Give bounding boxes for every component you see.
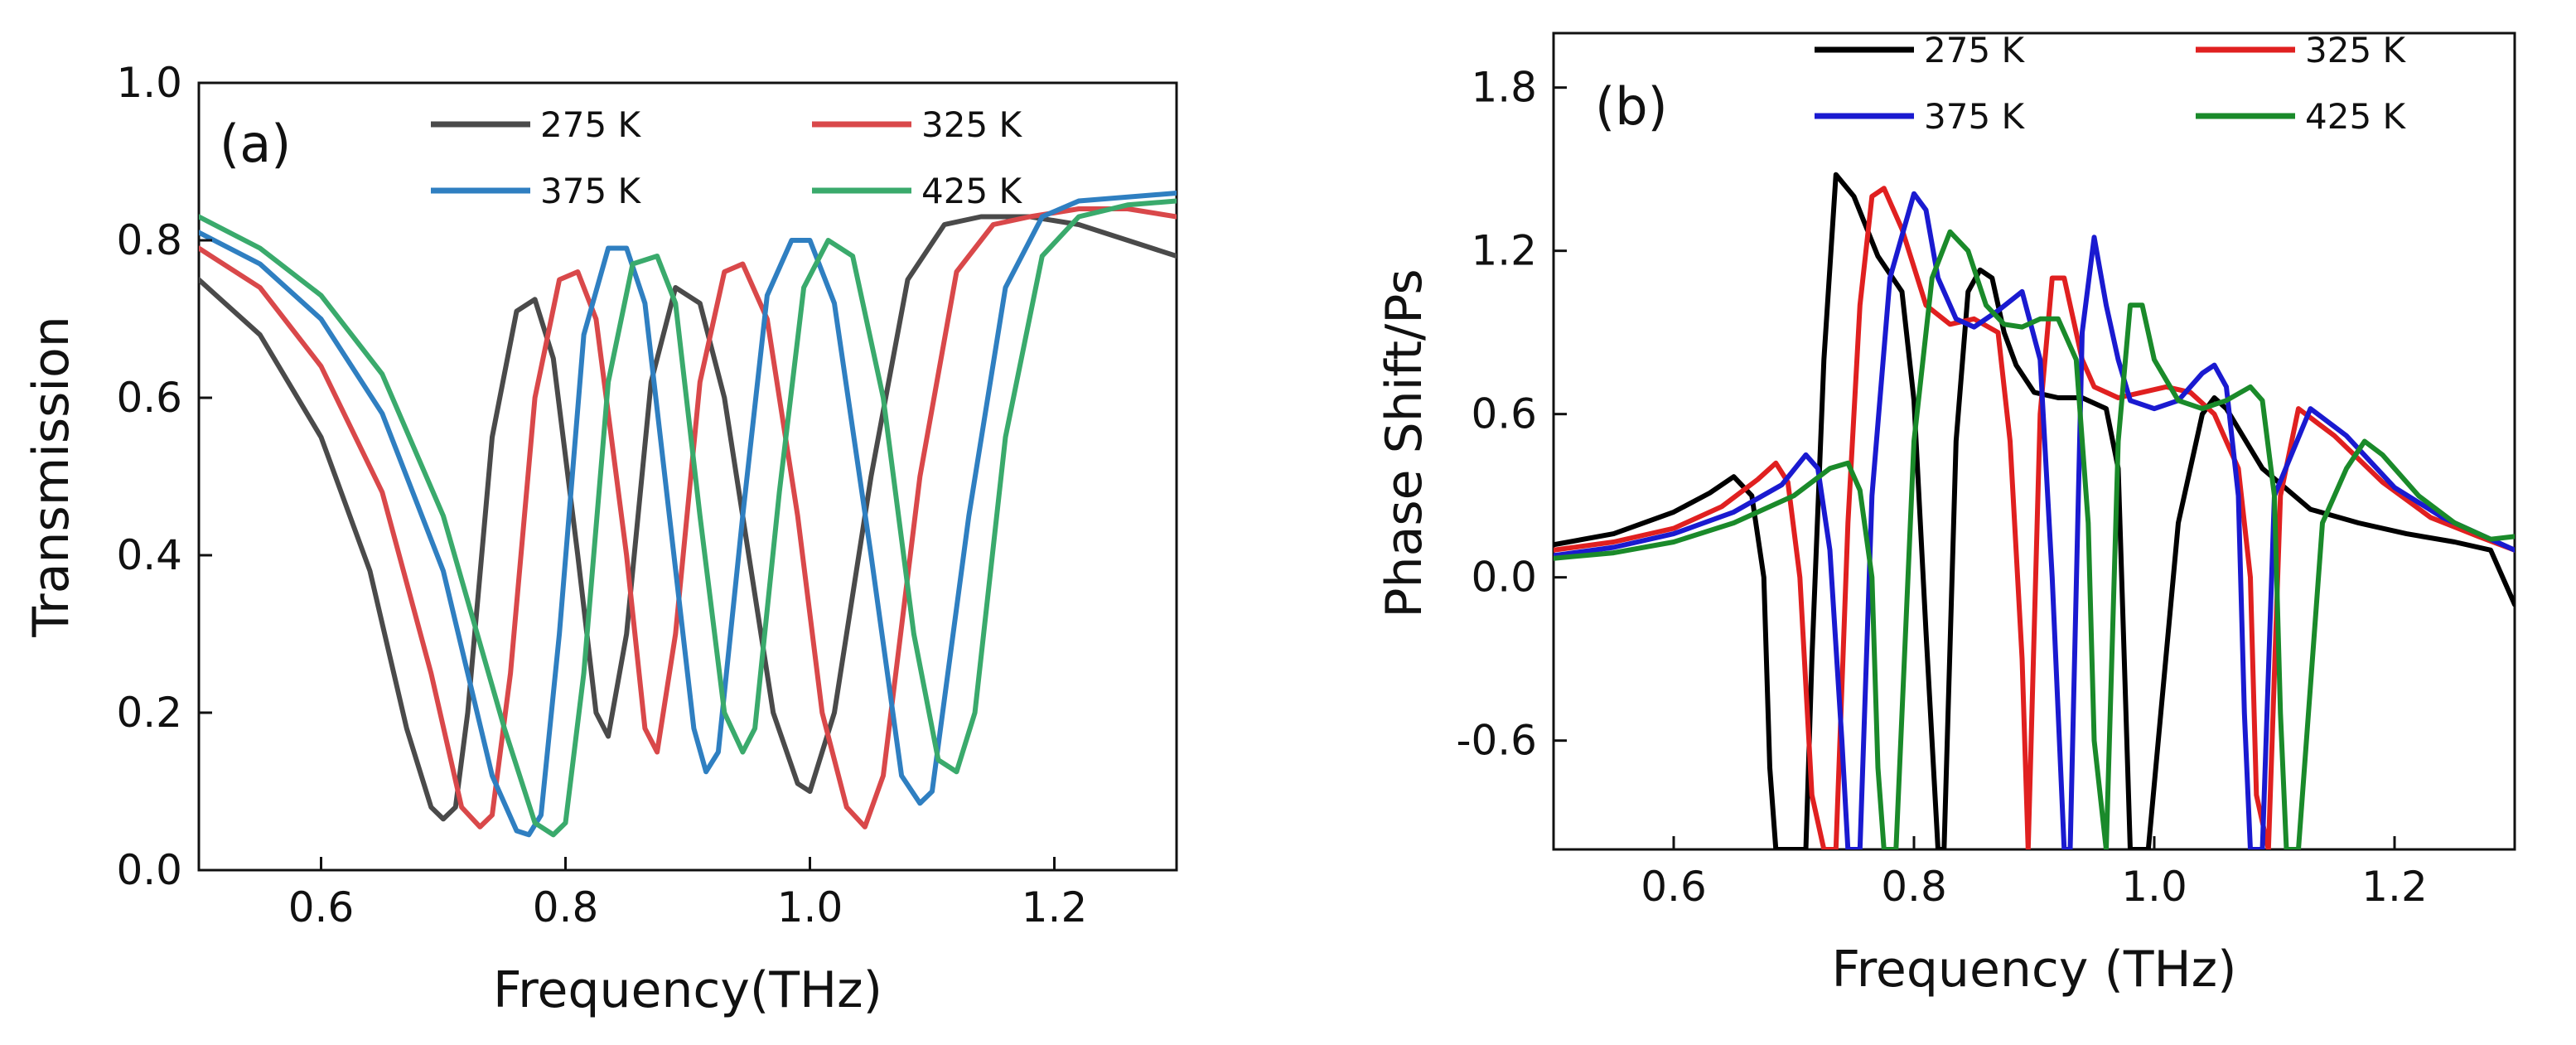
panel-a-x-tick-label: 1.0	[777, 883, 843, 931]
panel-b-y-tick-label: 0.6	[1471, 390, 1537, 438]
panel-a-y-axis-title: Transmission	[22, 316, 80, 638]
panel-b-y-tick-label: 1.8	[1471, 64, 1537, 112]
panel-a-series-425k	[199, 198, 1177, 838]
panel-a-y-tick-label: 0.0	[116, 846, 182, 894]
panel-b-y-axis-title: Phase Shift/Ps	[1375, 269, 1433, 617]
panel-a-x-tick-label: 0.8	[533, 883, 599, 931]
panel-b-x-tick-label: 1.2	[2361, 863, 2428, 911]
panel-a-y-tick-label: 0.4	[116, 531, 182, 579]
panel-a-legend: 275 K 325 K 375 K 425 K	[431, 104, 1023, 211]
panel-b-x-tick-label: 0.6	[1641, 863, 1707, 911]
panel-b-y-tick-label: -0.6	[1456, 717, 1537, 765]
panel-b-frame	[1552, 31, 2516, 851]
legend-label-375k: 375 K	[1924, 96, 2026, 137]
legend-label-425k: 425 K	[2305, 96, 2407, 137]
panel-a-series-275k	[199, 214, 1177, 822]
panel-b-series-425k	[1554, 229, 2515, 849]
legend-label-425k: 425 K	[921, 171, 1023, 211]
panel-b-phase-shift: 0.6 0.8 1.0 1.2 -0.6 0.0 0.6 1.2 1.8 (b) Frequen…	[1375, 30, 2516, 999]
panel-b-series-375k	[1554, 191, 2515, 849]
panel-b-x-axis-title: Frequency (THz)	[1831, 941, 2236, 999]
panel-b-x-tick-label: 1.0	[2121, 863, 2187, 911]
panel-a-y-tick-label: 0.6	[116, 374, 182, 422]
legend-label-275k: 275 K	[1924, 30, 2026, 70]
panel-a-y-tick-label: 0.2	[116, 689, 182, 737]
legend-label-375k: 375 K	[540, 171, 642, 211]
panel-a-x-axis-title: Frequency(THz)	[493, 961, 882, 1019]
panel-b-label: (b)	[1595, 76, 1668, 137]
panel-a-transmission: 0.6 0.8 1.0 1.2 0.0 0.2 0.4 0.6 0.8 1.0 (a) Frequ…	[22, 59, 1178, 1019]
panel-a-frame	[197, 81, 1178, 872]
panel-a-series-325k	[199, 206, 1177, 830]
panel-b-y-tick-label: 1.2	[1471, 227, 1537, 275]
panel-a-series-375k	[199, 191, 1177, 838]
panel-a-label: (a)	[220, 114, 291, 174]
panel-b-legend: 275 K 325 K 375 K 425 K	[1815, 30, 2407, 137]
panel-b-y-tick-label: 0.0	[1471, 554, 1537, 602]
legend-label-325k: 325 K	[2305, 30, 2407, 70]
panel-b-x-tick-label: 0.8	[1881, 863, 1947, 911]
panel-a-y-tick-label: 0.8	[116, 216, 182, 264]
legend-label-275k: 275 K	[540, 104, 642, 145]
panel-b-series-275k	[1554, 172, 2515, 849]
legend-label-325k: 325 K	[921, 104, 1023, 145]
panel-a-y-tick-label: 1.0	[116, 59, 182, 107]
panel-b-series-325k	[1554, 186, 2515, 849]
panel-a-x-tick-label: 0.6	[288, 883, 355, 931]
panel-a-x-tick-label: 1.2	[1022, 883, 1088, 931]
